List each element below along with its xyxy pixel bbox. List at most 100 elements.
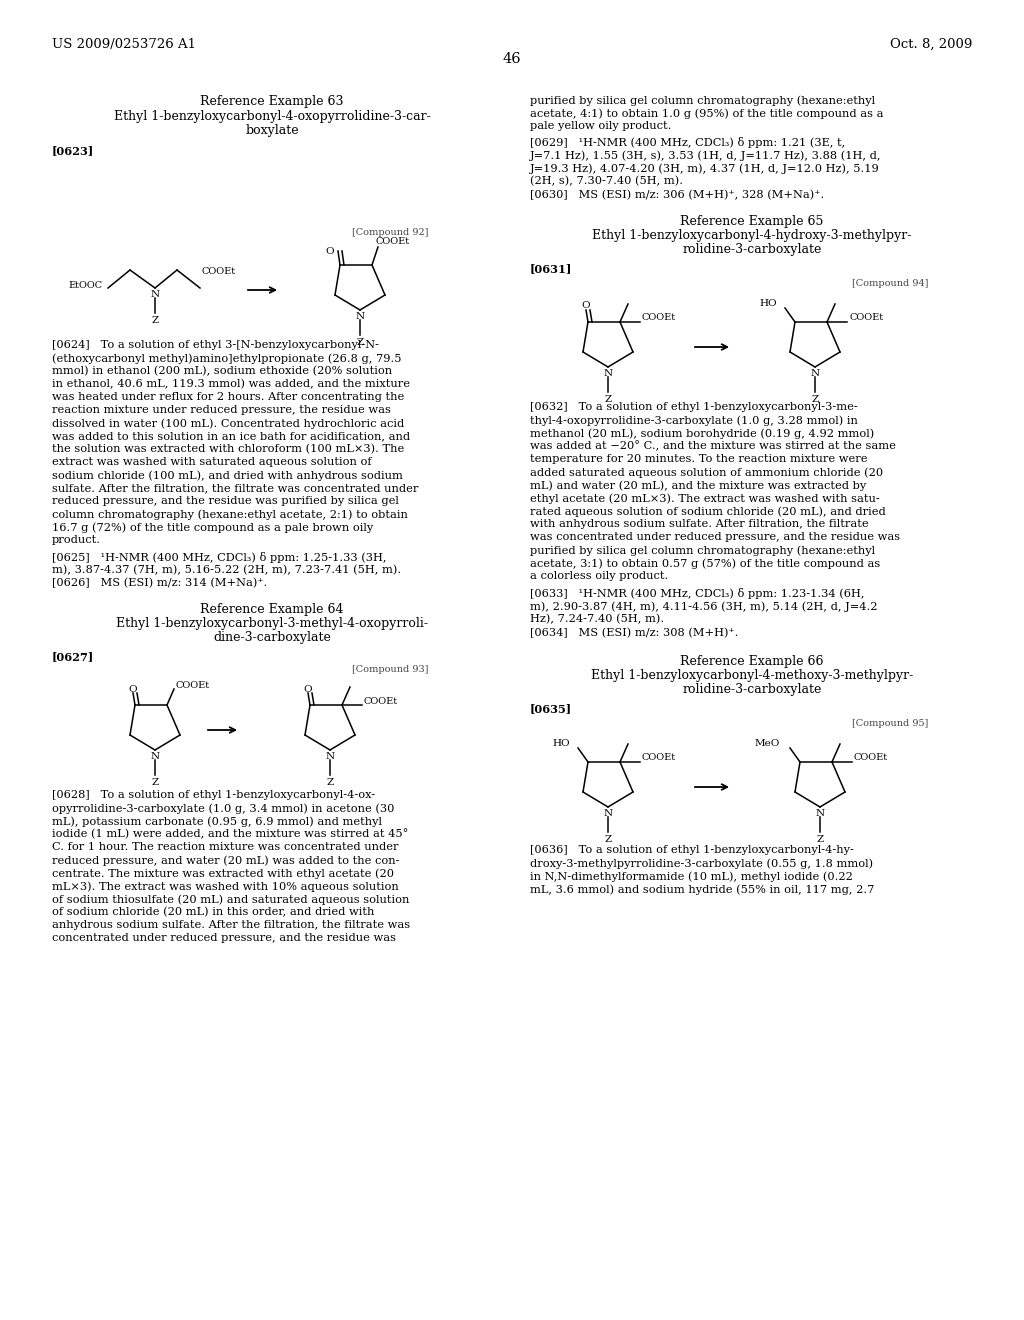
Text: in ethanol, 40.6 mL, 119.3 mmol) was added, and the mixture: in ethanol, 40.6 mL, 119.3 mmol) was add… <box>52 379 410 389</box>
Text: COOEt: COOEt <box>642 314 676 322</box>
Text: mmol) in ethanol (200 mL), sodium ethoxide (20% solution: mmol) in ethanol (200 mL), sodium ethoxi… <box>52 366 392 376</box>
Text: 46: 46 <box>503 51 521 66</box>
Text: sulfate. After the filtration, the filtrate was concentrated under: sulfate. After the filtration, the filtr… <box>52 483 419 492</box>
Text: COOEt: COOEt <box>202 268 237 276</box>
Text: reduced pressure, and the residue was purified by silica gel: reduced pressure, and the residue was pu… <box>52 496 399 506</box>
Text: m), 3.87-4.37 (7H, m), 5.16-5.22 (2H, m), 7.23-7.41 (5H, m).: m), 3.87-4.37 (7H, m), 5.16-5.22 (2H, m)… <box>52 565 401 576</box>
Text: droxy-3-methylpyrrolidine-3-carboxylate (0.55 g, 1.8 mmol): droxy-3-methylpyrrolidine-3-carboxylate … <box>530 858 873 869</box>
Text: [0623]: [0623] <box>52 145 94 156</box>
Text: column chromatography (hexane:ethyl acetate, 2:1) to obtain: column chromatography (hexane:ethyl acet… <box>52 510 408 520</box>
Text: HO: HO <box>552 739 570 748</box>
Text: [0628]   To a solution of ethyl 1-benzyloxycarbonyl-4-ox-: [0628] To a solution of ethyl 1-benzylox… <box>52 789 375 800</box>
Text: Reference Example 64: Reference Example 64 <box>201 603 344 616</box>
Text: COOEt: COOEt <box>364 697 398 705</box>
Text: was added to this solution in an ice bath for acidification, and: was added to this solution in an ice bat… <box>52 432 411 441</box>
Text: Oct. 8, 2009: Oct. 8, 2009 <box>890 38 972 51</box>
Text: methanol (20 mL), sodium borohydride (0.19 g, 4.92 mmol): methanol (20 mL), sodium borohydride (0.… <box>530 428 874 438</box>
Text: [0634]   MS (ESI) m/z: 308 (M+H)⁺.: [0634] MS (ESI) m/z: 308 (M+H)⁺. <box>530 628 738 639</box>
Text: boxylate: boxylate <box>245 124 299 137</box>
Text: MeO: MeO <box>755 739 780 748</box>
Text: Reference Example 63: Reference Example 63 <box>201 95 344 108</box>
Text: Ethyl 1-benzyloxycarbonyl-4-methoxy-3-methylpyr-: Ethyl 1-benzyloxycarbonyl-4-methoxy-3-me… <box>591 669 913 682</box>
Text: N: N <box>603 370 612 378</box>
Text: Reference Example 65: Reference Example 65 <box>680 215 823 228</box>
Text: purified by silica gel column chromatography (hexane:ethyl: purified by silica gel column chromatogr… <box>530 95 876 106</box>
Text: Ethyl 1-benzyloxycarbonyl-3-methyl-4-oxopyrroli-: Ethyl 1-benzyloxycarbonyl-3-methyl-4-oxo… <box>116 616 428 630</box>
Text: Hz), 7.24-7.40 (5H, m).: Hz), 7.24-7.40 (5H, m). <box>530 614 665 624</box>
Text: product.: product. <box>52 535 101 545</box>
Text: Ethyl 1-benzyloxycarbonyl-4-hydroxy-3-methylpyr-: Ethyl 1-benzyloxycarbonyl-4-hydroxy-3-me… <box>592 228 911 242</box>
Text: N: N <box>151 752 160 762</box>
Text: N: N <box>810 370 819 378</box>
Text: [0633]   ¹H-NMR (400 MHz, CDCl₃) δ ppm: 1.23-1.34 (6H,: [0633] ¹H-NMR (400 MHz, CDCl₃) δ ppm: 1.… <box>530 587 864 599</box>
Text: [0631]: [0631] <box>530 263 572 275</box>
Text: [Compound 93]: [Compound 93] <box>352 665 428 675</box>
Text: J=7.1 Hz), 1.55 (3H, s), 3.53 (1H, d, J=11.7 Hz), 3.88 (1H, d,: J=7.1 Hz), 1.55 (3H, s), 3.53 (1H, d, J=… <box>530 150 882 161</box>
Text: COOEt: COOEt <box>854 754 888 763</box>
Text: COOEt: COOEt <box>642 754 676 763</box>
Text: [0632]   To a solution of ethyl 1-benzyloxycarbonyl-3-me-: [0632] To a solution of ethyl 1-benzylox… <box>530 403 858 412</box>
Text: J=19.3 Hz), 4.07-4.20 (3H, m), 4.37 (1H, d, J=12.0 Hz), 5.19: J=19.3 Hz), 4.07-4.20 (3H, m), 4.37 (1H,… <box>530 162 880 173</box>
Text: HO: HO <box>760 300 777 309</box>
Text: COOEt: COOEt <box>375 238 410 247</box>
Text: Z: Z <box>152 777 159 787</box>
Text: mL), potassium carbonate (0.95 g, 6.9 mmol) and methyl: mL), potassium carbonate (0.95 g, 6.9 mm… <box>52 816 382 826</box>
Text: 16.7 g (72%) of the title compound as a pale brown oily: 16.7 g (72%) of the title compound as a … <box>52 521 374 532</box>
Text: sodium chloride (100 mL), and dried with anhydrous sodium: sodium chloride (100 mL), and dried with… <box>52 470 402 480</box>
Text: mL) and water (20 mL), and the mixture was extracted by: mL) and water (20 mL), and the mixture w… <box>530 480 866 491</box>
Text: opyrrolidine-3-carboxylate (1.0 g, 3.4 mmol) in acetone (30: opyrrolidine-3-carboxylate (1.0 g, 3.4 m… <box>52 803 394 813</box>
Text: N: N <box>815 809 824 818</box>
Text: purified by silica gel column chromatography (hexane:ethyl: purified by silica gel column chromatogr… <box>530 545 876 556</box>
Text: O: O <box>129 685 137 693</box>
Text: was heated under reflux for 2 hours. After concentrating the: was heated under reflux for 2 hours. Aft… <box>52 392 404 403</box>
Text: was concentrated under reduced pressure, and the residue was: was concentrated under reduced pressure,… <box>530 532 900 543</box>
Text: Z: Z <box>604 836 611 843</box>
Text: O: O <box>582 301 590 310</box>
Text: temperature for 20 minutes. To the reaction mixture were: temperature for 20 minutes. To the react… <box>530 454 867 465</box>
Text: (ethoxycarbonyl methyl)amino]ethylpropionate (26.8 g, 79.5: (ethoxycarbonyl methyl)amino]ethylpropio… <box>52 352 401 363</box>
Text: ethyl acetate (20 mL×3). The extract was washed with satu-: ethyl acetate (20 mL×3). The extract was… <box>530 492 880 503</box>
Text: [Compound 92]: [Compound 92] <box>352 228 428 238</box>
Text: rolidine-3-carboxylate: rolidine-3-carboxylate <box>682 243 821 256</box>
Text: was added at −20° C., and the mixture was stirred at the same: was added at −20° C., and the mixture wa… <box>530 441 896 451</box>
Text: C. for 1 hour. The reaction mixture was concentrated under: C. for 1 hour. The reaction mixture was … <box>52 842 398 851</box>
Text: [0626]   MS (ESI) m/z: 314 (M+Na)⁺.: [0626] MS (ESI) m/z: 314 (M+Na)⁺. <box>52 578 267 589</box>
Text: with anhydrous sodium sulfate. After filtration, the filtrate: with anhydrous sodium sulfate. After fil… <box>530 519 868 529</box>
Text: [0636]   To a solution of ethyl 1-benzyloxycarbonyl-4-hy-: [0636] To a solution of ethyl 1-benzylox… <box>530 845 854 855</box>
Text: [0624]   To a solution of ethyl 3-[N-benzyloxycarbonyl-N-: [0624] To a solution of ethyl 3-[N-benzy… <box>52 341 379 350</box>
Text: COOEt: COOEt <box>849 314 883 322</box>
Text: a colorless oily product.: a colorless oily product. <box>530 572 669 581</box>
Text: acetate, 4:1) to obtain 1.0 g (95%) of the title compound as a: acetate, 4:1) to obtain 1.0 g (95%) of t… <box>530 108 884 119</box>
Text: US 2009/0253726 A1: US 2009/0253726 A1 <box>52 38 196 51</box>
Text: in N,N-dimethylformamide (10 mL), methyl iodide (0.22: in N,N-dimethylformamide (10 mL), methyl… <box>530 871 853 882</box>
Text: Z: Z <box>356 338 364 347</box>
Text: thyl-4-oxopyrrolidine-3-carboxylate (1.0 g, 3.28 mmol) in: thyl-4-oxopyrrolidine-3-carboxylate (1.0… <box>530 414 858 425</box>
Text: of sodium chloride (20 mL) in this order, and dried with: of sodium chloride (20 mL) in this order… <box>52 907 375 917</box>
Text: N: N <box>355 312 365 321</box>
Text: Z: Z <box>152 315 159 325</box>
Text: dine-3-carboxylate: dine-3-carboxylate <box>213 631 331 644</box>
Text: concentrated under reduced pressure, and the residue was: concentrated under reduced pressure, and… <box>52 933 396 942</box>
Text: anhydrous sodium sulfate. After the filtration, the filtrate was: anhydrous sodium sulfate. After the filt… <box>52 920 411 931</box>
Text: rolidine-3-carboxylate: rolidine-3-carboxylate <box>682 682 821 696</box>
Text: rated aqueous solution of sodium chloride (20 mL), and dried: rated aqueous solution of sodium chlorid… <box>530 506 886 516</box>
Text: N: N <box>326 752 335 762</box>
Text: [Compound 94]: [Compound 94] <box>852 279 928 288</box>
Text: N: N <box>151 290 160 300</box>
Text: mL×3). The extract was washed with 10% aqueous solution: mL×3). The extract was washed with 10% a… <box>52 880 398 891</box>
Text: [0627]: [0627] <box>52 651 94 663</box>
Text: extract was washed with saturated aqueous solution of: extract was washed with saturated aqueou… <box>52 457 372 467</box>
Text: pale yellow oily product.: pale yellow oily product. <box>530 121 672 131</box>
Text: iodide (1 mL) were added, and the mixture was stirred at 45°: iodide (1 mL) were added, and the mixtur… <box>52 829 409 840</box>
Text: Z: Z <box>327 777 334 787</box>
Text: EtOOC: EtOOC <box>68 281 102 289</box>
Text: reaction mixture under reduced pressure, the residue was: reaction mixture under reduced pressure,… <box>52 405 391 414</box>
Text: Reference Example 66: Reference Example 66 <box>680 655 823 668</box>
Text: m), 2.90-3.87 (4H, m), 4.11-4.56 (3H, m), 5.14 (2H, d, J=4.2: m), 2.90-3.87 (4H, m), 4.11-4.56 (3H, m)… <box>530 601 878 611</box>
Text: O: O <box>304 685 312 693</box>
Text: [0630]   MS (ESI) m/z: 306 (M+H)⁺, 328 (M+Na)⁺.: [0630] MS (ESI) m/z: 306 (M+H)⁺, 328 (M+… <box>530 190 824 201</box>
Text: dissolved in water (100 mL). Concentrated hydrochloric acid: dissolved in water (100 mL). Concentrate… <box>52 418 404 429</box>
Text: mL, 3.6 mmol) and sodium hydride (55% in oil, 117 mg, 2.7: mL, 3.6 mmol) and sodium hydride (55% in… <box>530 884 874 895</box>
Text: Ethyl 1-benzyloxycarbonyl-4-oxopyrrolidine-3-car-: Ethyl 1-benzyloxycarbonyl-4-oxopyrrolidi… <box>114 110 430 123</box>
Text: the solution was extracted with chloroform (100 mL×3). The: the solution was extracted with chlorofo… <box>52 444 404 454</box>
